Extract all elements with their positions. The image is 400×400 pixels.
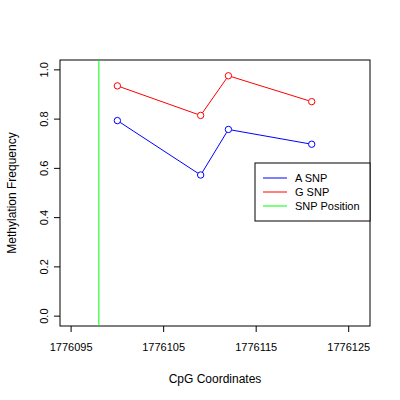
legend-swatch [263, 192, 287, 193]
y-axis-title: Methylation Frequency [5, 132, 19, 253]
y-tick [54, 119, 60, 120]
y-tick [54, 316, 60, 317]
x-tick [348, 326, 349, 332]
legend-swatch [263, 206, 287, 207]
x-axis-title: CpG Coordinates [169, 372, 262, 386]
x-tick-label: 1776125 [327, 341, 370, 353]
x-tick [256, 326, 257, 332]
series-line [117, 76, 311, 116]
y-tick-label: 0.8 [38, 111, 50, 126]
x-tick-label: 1776105 [142, 341, 185, 353]
legend-label: A SNP [295, 172, 327, 184]
y-tick [54, 69, 60, 70]
y-tick [54, 168, 60, 169]
point [197, 172, 203, 178]
legend-label: G SNP [295, 186, 329, 198]
point [309, 141, 315, 147]
y-tick-label: 0.6 [38, 161, 50, 176]
y-tick-label: 0.4 [38, 210, 50, 225]
x-tick-label: 1776115 [235, 341, 277, 353]
point [114, 117, 120, 123]
plot-frame [60, 60, 370, 326]
y-tick-label: 0.2 [38, 259, 50, 274]
legend-swatch [263, 178, 287, 179]
y-tick [54, 266, 60, 267]
x-tick [71, 326, 72, 332]
x-tick-label: 1776095 [50, 341, 93, 353]
y-tick [54, 217, 60, 218]
point [225, 73, 231, 79]
y-tick-label: 1.0 [38, 62, 50, 77]
y-tick-label: 0.0 [38, 308, 50, 323]
point [197, 112, 203, 118]
point [114, 83, 120, 89]
chart: 1776095 1776105 1776115 1776125 0.0 0.2 0.4 0.6… [0, 0, 400, 400]
legend-box [255, 163, 370, 221]
legend: A SNP G SNP SNP Position [255, 163, 370, 221]
background [0, 0, 400, 400]
point [309, 98, 315, 104]
snp-line [98, 60, 99, 326]
point [225, 126, 231, 132]
legend-label: SNP Position [295, 200, 360, 212]
x-tick [163, 326, 164, 332]
